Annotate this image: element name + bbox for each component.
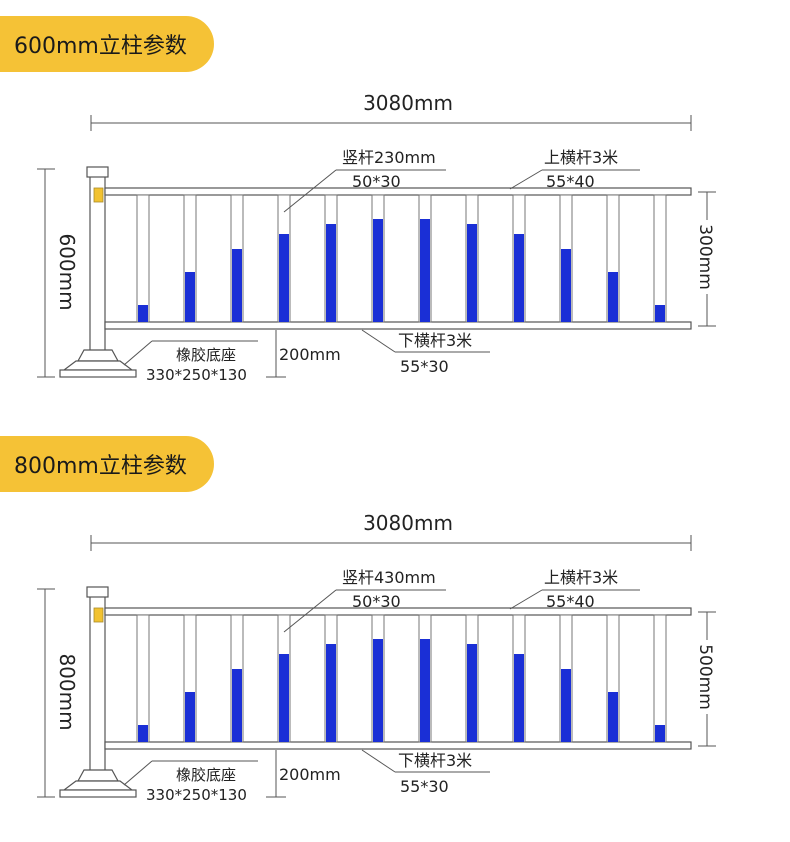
- vertical-bar-fill: [138, 725, 148, 742]
- post-reflector: [93, 187, 104, 203]
- vertical-bar-fill: [326, 644, 336, 742]
- vertical-bar: [136, 194, 150, 323]
- vertical-bar-label: 竖杆430mm: [342, 568, 436, 587]
- vertical-bar-size: 50*30: [352, 172, 401, 191]
- vertical-bar-fill: [608, 272, 618, 322]
- height-label: 800mm: [55, 653, 79, 730]
- vertical-bar: [136, 614, 150, 743]
- rail-gap-label: 300mm: [695, 224, 715, 290]
- vertical-bar-fill: [373, 639, 383, 742]
- base-upper: [76, 769, 120, 782]
- section-title-600: 600mm立柱参数: [0, 16, 214, 72]
- section-title-800: 800mm立柱参数: [0, 436, 214, 492]
- top-rail-label: 上横杆3米: [544, 568, 618, 587]
- post-cap: [86, 586, 109, 598]
- post-cap: [86, 166, 109, 178]
- vertical-bar-fill: [232, 249, 242, 322]
- base-plate: [59, 789, 137, 798]
- total-length-label: 3080mm: [363, 511, 453, 535]
- fence-diagram-800: 3080mm 800mm 500mm 竖杆430mm 50*30 上横杆3米 55*40 下横…: [37, 511, 716, 804]
- base-upper: [76, 349, 120, 362]
- top-rail: [104, 607, 692, 616]
- top-rail-leader: [509, 589, 543, 610]
- vertical-bar-fill: [138, 305, 148, 322]
- vertical-bar-label: 竖杆230mm: [342, 148, 436, 167]
- section-title-text: 800mm立柱参数: [14, 454, 187, 479]
- bottom-rail-label: 下横杆3米: [398, 751, 472, 770]
- top-rail-size: 55*40: [546, 172, 595, 191]
- vertical-bar-fill: [185, 272, 195, 322]
- total-length-label: 3080mm: [363, 91, 453, 115]
- vertical-bar-fill: [185, 692, 195, 742]
- vertical-bar-fill: [279, 654, 289, 742]
- vertical-bar-size: 50*30: [352, 592, 401, 611]
- bottom-rail-size: 55*30: [400, 357, 449, 376]
- bottom-rail-size: 55*30: [400, 777, 449, 796]
- bottom-rail-label: 下横杆3米: [398, 331, 472, 350]
- ground-gap-label: 200mm: [279, 765, 341, 784]
- vertical-bar-fill: [232, 669, 242, 742]
- base-label: 橡胶底座: [176, 346, 236, 364]
- height-label: 600mm: [55, 233, 79, 310]
- vertical-bar-fill: [514, 654, 524, 742]
- vertical-bar-leader: [283, 589, 337, 633]
- top-rail-label: 上横杆3米: [544, 148, 618, 167]
- base-leader: [123, 760, 153, 786]
- vertical-bar-fill: [420, 219, 430, 322]
- base-plate: [59, 369, 137, 378]
- top-rail: [104, 187, 692, 196]
- base-label: 橡胶底座: [176, 766, 236, 784]
- base-middle: [62, 360, 134, 371]
- bottom-rail-leader: [361, 329, 396, 353]
- fence-diagram-600: 3080mm 600mm 300mm 竖杆230mm 50*30 上横杆3米 55*40 下横…: [37, 91, 716, 384]
- ground-gap-label: 200mm: [279, 345, 341, 364]
- vertical-bar: [653, 614, 667, 743]
- vertical-bar-fill: [561, 669, 571, 742]
- vertical-bar-fill: [467, 644, 477, 742]
- bottom-rail: [104, 321, 692, 330]
- base-size: 330*250*130: [146, 786, 247, 804]
- vertical-bar-fill: [655, 725, 665, 742]
- section-title-text: 600mm立柱参数: [14, 34, 187, 59]
- vertical-bar-fill: [467, 224, 477, 322]
- vertical-bar-fill: [326, 224, 336, 322]
- base-middle: [62, 780, 134, 791]
- top-rail-size: 55*40: [546, 592, 595, 611]
- vertical-bar-fill: [420, 639, 430, 742]
- vertical-bar-fill: [373, 219, 383, 322]
- vertical-bar-fill: [279, 234, 289, 322]
- base-leader: [123, 340, 153, 366]
- base-size: 330*250*130: [146, 366, 247, 384]
- vertical-bar-fill: [608, 692, 618, 742]
- vertical-bar-fill: [561, 249, 571, 322]
- vertical-bar-fill: [514, 234, 524, 322]
- vertical-bar: [653, 194, 667, 323]
- post-reflector: [93, 607, 104, 623]
- bottom-rail-leader: [361, 749, 396, 773]
- vertical-bar-leader: [283, 169, 337, 213]
- rail-gap-label: 500mm: [695, 644, 715, 710]
- vertical-bar-fill: [655, 305, 665, 322]
- bottom-rail: [104, 741, 692, 750]
- top-rail-leader: [509, 169, 543, 190]
